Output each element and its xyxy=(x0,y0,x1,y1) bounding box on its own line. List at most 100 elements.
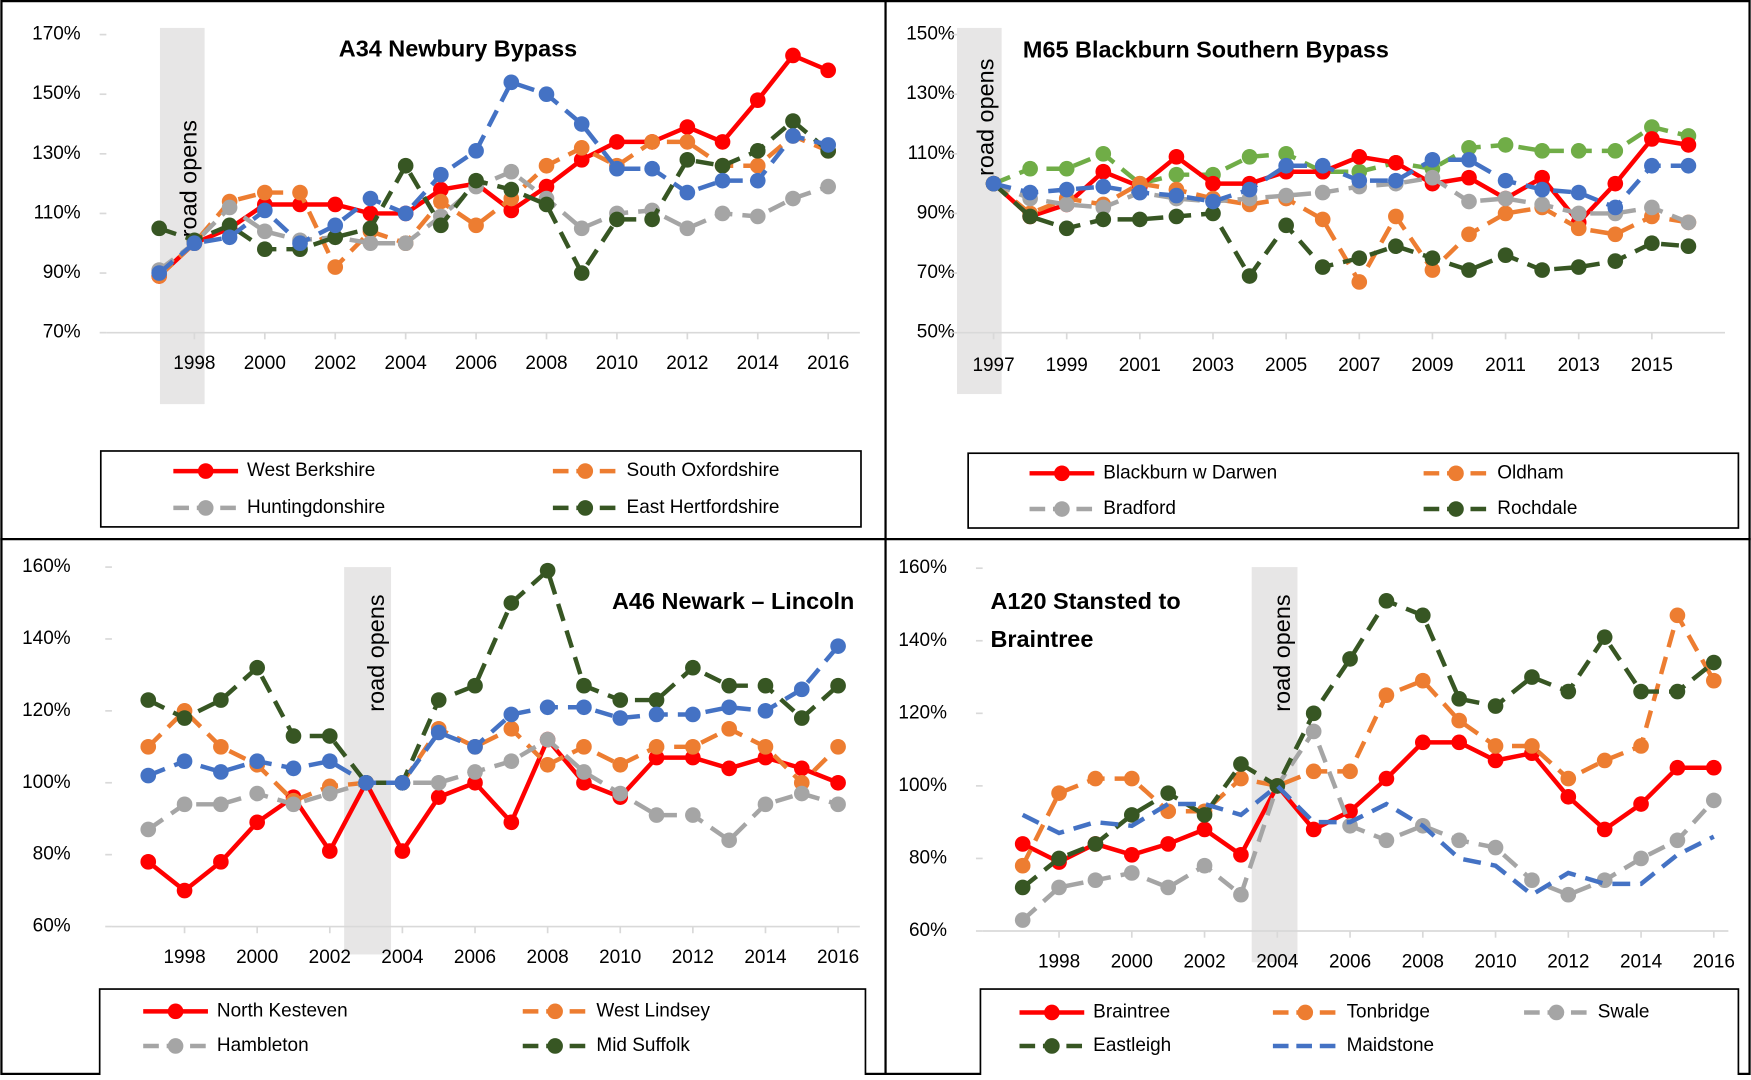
series-marker xyxy=(176,882,193,899)
series-marker xyxy=(1570,205,1587,222)
x-tick-label: 2010 xyxy=(599,947,641,968)
series-marker xyxy=(186,235,203,252)
legend-label: Hambleton xyxy=(217,1035,309,1056)
series-marker xyxy=(1487,698,1504,714)
legend-marker xyxy=(577,463,594,479)
series-marker xyxy=(1524,738,1540,754)
x-tick-label: 2004 xyxy=(1256,951,1298,972)
series-marker xyxy=(1560,788,1577,805)
legend-box xyxy=(967,452,1740,529)
series-marker xyxy=(1196,821,1213,838)
series-marker xyxy=(1451,690,1467,707)
x-tick-label: 1997 xyxy=(972,355,1014,376)
series-marker xyxy=(503,721,520,737)
series-marker xyxy=(1534,169,1550,186)
series-marker xyxy=(685,706,701,723)
series-marker xyxy=(1241,148,1258,165)
series-marker xyxy=(576,764,592,780)
series-marker xyxy=(1160,785,1176,801)
series-marker xyxy=(1051,879,1067,896)
legend-label: West Berkshire xyxy=(247,460,375,481)
series-marker xyxy=(648,692,665,708)
y-tick-label: 90% xyxy=(43,262,81,283)
series-marker xyxy=(1278,187,1294,204)
series-line xyxy=(1021,782,1715,898)
series-marker xyxy=(820,137,836,153)
series-marker xyxy=(1233,770,1249,787)
series-marker xyxy=(576,774,592,791)
series-marker xyxy=(538,157,555,174)
series-marker xyxy=(257,223,273,240)
series-marker xyxy=(609,160,625,177)
series-marker xyxy=(1378,593,1395,609)
series-marker xyxy=(1051,785,1067,801)
legend-label: East Hertfordshire xyxy=(627,497,780,518)
series-marker xyxy=(362,235,379,252)
series-marker xyxy=(1560,683,1577,700)
y-tick-label: 140% xyxy=(22,628,71,649)
series-marker xyxy=(176,753,193,769)
legend-box xyxy=(98,988,867,1080)
series-marker xyxy=(1378,832,1395,849)
series-marker xyxy=(213,692,229,708)
series-marker xyxy=(1022,160,1038,177)
series-marker xyxy=(221,217,238,234)
series-marker xyxy=(1461,226,1477,243)
series-marker xyxy=(140,854,157,870)
series-marker xyxy=(1014,879,1031,896)
series-marker xyxy=(1058,181,1075,198)
series-marker xyxy=(249,659,265,676)
series-marker xyxy=(1596,752,1613,769)
series-marker xyxy=(503,163,520,180)
x-tick-label: 2012 xyxy=(666,353,708,374)
series-marker xyxy=(1705,672,1722,689)
series-marker xyxy=(467,738,483,755)
series-marker xyxy=(1241,181,1258,198)
series-marker xyxy=(433,166,449,183)
series-marker xyxy=(1305,705,1322,722)
series-marker xyxy=(749,208,766,225)
series-marker xyxy=(1451,712,1467,729)
series-marker xyxy=(503,706,520,723)
series-marker xyxy=(249,785,265,802)
legend-label: Bradford xyxy=(1103,498,1176,519)
series-marker xyxy=(609,134,625,150)
x-tick-label: 2014 xyxy=(1620,951,1662,972)
series-marker xyxy=(1205,175,1221,192)
series-marker xyxy=(785,47,801,64)
series-marker xyxy=(1524,872,1540,889)
series-marker xyxy=(468,217,484,234)
series-marker xyxy=(1669,759,1686,776)
series-marker xyxy=(573,116,590,132)
series-marker xyxy=(757,796,774,813)
series-marker xyxy=(573,220,590,237)
series-marker xyxy=(285,796,302,813)
series-marker xyxy=(433,193,449,210)
legend-marker xyxy=(1044,1038,1060,1054)
series-marker xyxy=(1051,850,1067,867)
series-marker xyxy=(1461,140,1477,156)
series-marker xyxy=(1314,157,1331,174)
series-marker xyxy=(793,760,810,777)
series-marker xyxy=(430,692,447,708)
series-marker xyxy=(1534,143,1550,159)
series-marker xyxy=(430,789,447,805)
series-marker xyxy=(648,738,665,755)
series-marker xyxy=(362,190,379,207)
series-marker xyxy=(1314,259,1331,275)
y-tick-label: 80% xyxy=(33,844,71,865)
series-marker xyxy=(1087,770,1104,787)
series-marker xyxy=(467,764,483,780)
series-line xyxy=(992,124,1689,187)
series-marker xyxy=(1497,247,1514,263)
series-marker xyxy=(793,681,810,698)
series-marker xyxy=(430,724,447,741)
x-tick-label: 2016 xyxy=(807,353,849,374)
series-marker xyxy=(612,692,629,708)
x-tick-label: 2002 xyxy=(1183,951,1225,972)
series-marker xyxy=(257,184,273,201)
series-marker xyxy=(539,731,556,748)
x-tick-label: 2004 xyxy=(381,947,423,968)
series-line xyxy=(147,566,840,785)
